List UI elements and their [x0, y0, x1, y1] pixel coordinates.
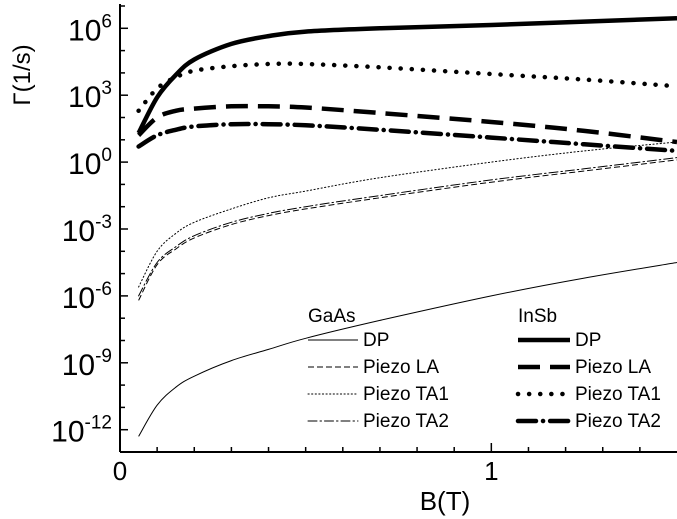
- y-tick-label: 103: [68, 78, 112, 114]
- axes: [119, 4, 677, 453]
- x-tick-label: 0: [113, 456, 127, 486]
- series-line-insb-dp: [136, 16, 677, 135]
- y-axis-label: Γ(1/s): [9, 44, 36, 105]
- legend-label-gaas-piezo-la: Piezo LA: [363, 357, 439, 378]
- y-tick-exponent: -6: [95, 279, 112, 300]
- x-axis-label: B(T): [420, 486, 471, 516]
- y-tick-base: 10: [62, 215, 95, 248]
- y-tick-base: 10: [62, 282, 95, 315]
- y-tick-label: 10-9: [62, 346, 112, 382]
- series-line-insb-piezo-ta1: [136, 61, 677, 114]
- legend-title-insb: InSb: [518, 306, 557, 327]
- series-line-gaas-piezo-la: [138, 159, 677, 301]
- legend-label-insb-piezo-ta2: Piezo TA2: [575, 411, 661, 432]
- series-line-insb-piezo-ta2: [136, 121, 677, 154]
- y-tick-exponent: -3: [95, 212, 112, 233]
- y-tick-label: 10-12: [51, 413, 112, 449]
- y-tick-base: 10: [68, 14, 101, 47]
- y-tick-label: 100: [68, 145, 112, 181]
- y-tick-exponent: 6: [101, 11, 112, 32]
- y-tick-label: 106: [68, 11, 112, 47]
- series-line-gaas-dp: [138, 262, 677, 437]
- series-line-insb-piezo-la: [137, 103, 677, 145]
- legend-label-insb-piezo-la: Piezo LA: [575, 357, 651, 378]
- legend-label-gaas-piezo-ta1: Piezo TA1: [363, 384, 449, 405]
- y-tick-exponent: -9: [95, 346, 112, 367]
- y-tick-label: 10-6: [62, 279, 112, 315]
- legend-label-gaas-dp: DP: [363, 330, 389, 351]
- legend-label-gaas-piezo-ta2: Piezo TA2: [363, 411, 449, 432]
- y-tick-base: 10: [62, 349, 95, 382]
- y-tick-exponent: 3: [101, 78, 112, 99]
- series-line-gaas-piezo-ta1: [138, 141, 677, 288]
- legend-label-insb-dp: DP: [575, 330, 601, 351]
- y-tick-label: 10-3: [62, 212, 112, 248]
- x-tick-label: 1: [484, 456, 498, 486]
- y-tick-exponent: -12: [85, 413, 112, 434]
- y-tick-base: 10: [68, 81, 101, 114]
- legend: GaAs DP Piezo LA Piezo TA1 Piezo TA2 InSb DP Pi…: [307, 306, 661, 432]
- legend-label-insb-piezo-ta1: Piezo TA1: [575, 384, 661, 405]
- y-tick-base: 10: [68, 148, 101, 181]
- series-line-gaas-piezo-ta2: [138, 157, 677, 297]
- y-tick-base: 10: [51, 416, 84, 449]
- plot-area: [136, 16, 677, 437]
- legend-title-gaas: GaAs: [308, 306, 356, 327]
- y-tick-exponent: 0: [101, 145, 112, 166]
